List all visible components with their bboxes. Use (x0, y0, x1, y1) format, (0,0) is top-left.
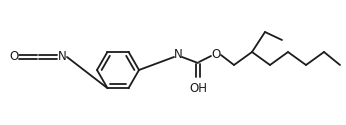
Text: N: N (58, 50, 66, 64)
Text: O: O (211, 48, 221, 62)
Text: N: N (174, 48, 182, 62)
Text: O: O (9, 50, 19, 64)
Text: OH: OH (189, 82, 207, 94)
